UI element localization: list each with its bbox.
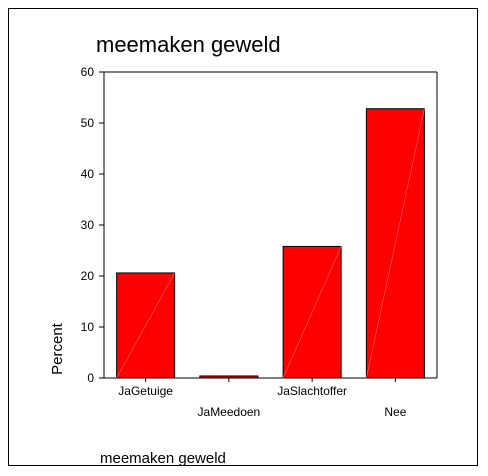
x-axis-title: meemaken geweld [100,450,226,467]
bar-jameedoen [199,375,259,379]
bar-shade-line [116,272,175,379]
y-tick-label: 60 [81,65,95,79]
x-tick-label: JaSlachtoffer [277,384,347,398]
y-tick-label: 0 [87,371,94,385]
y-tick-label: 30 [81,218,95,232]
x-axis-tick-labels: JaGetuige JaMeedoen JaSlachtoffer Nee [118,378,407,419]
y-axis-ticks: 0 10 20 30 40 50 60 [81,65,104,385]
y-tick-label: 10 [81,320,95,334]
bars [116,108,425,379]
y-tick-label: 50 [81,116,95,130]
bar-shade-line [366,108,425,379]
y-tick-label: 20 [81,269,95,283]
x-tick-label: Nee [384,405,406,419]
x-tick-label: JaGetuige [118,384,173,398]
y-tick-label: 40 [81,167,95,181]
x-tick-label: JaMeedoen [198,405,261,419]
y-axis-title: Percent [49,322,66,375]
chart-title: meemaken geweld [96,32,281,57]
bar-shade-line [282,246,342,379]
